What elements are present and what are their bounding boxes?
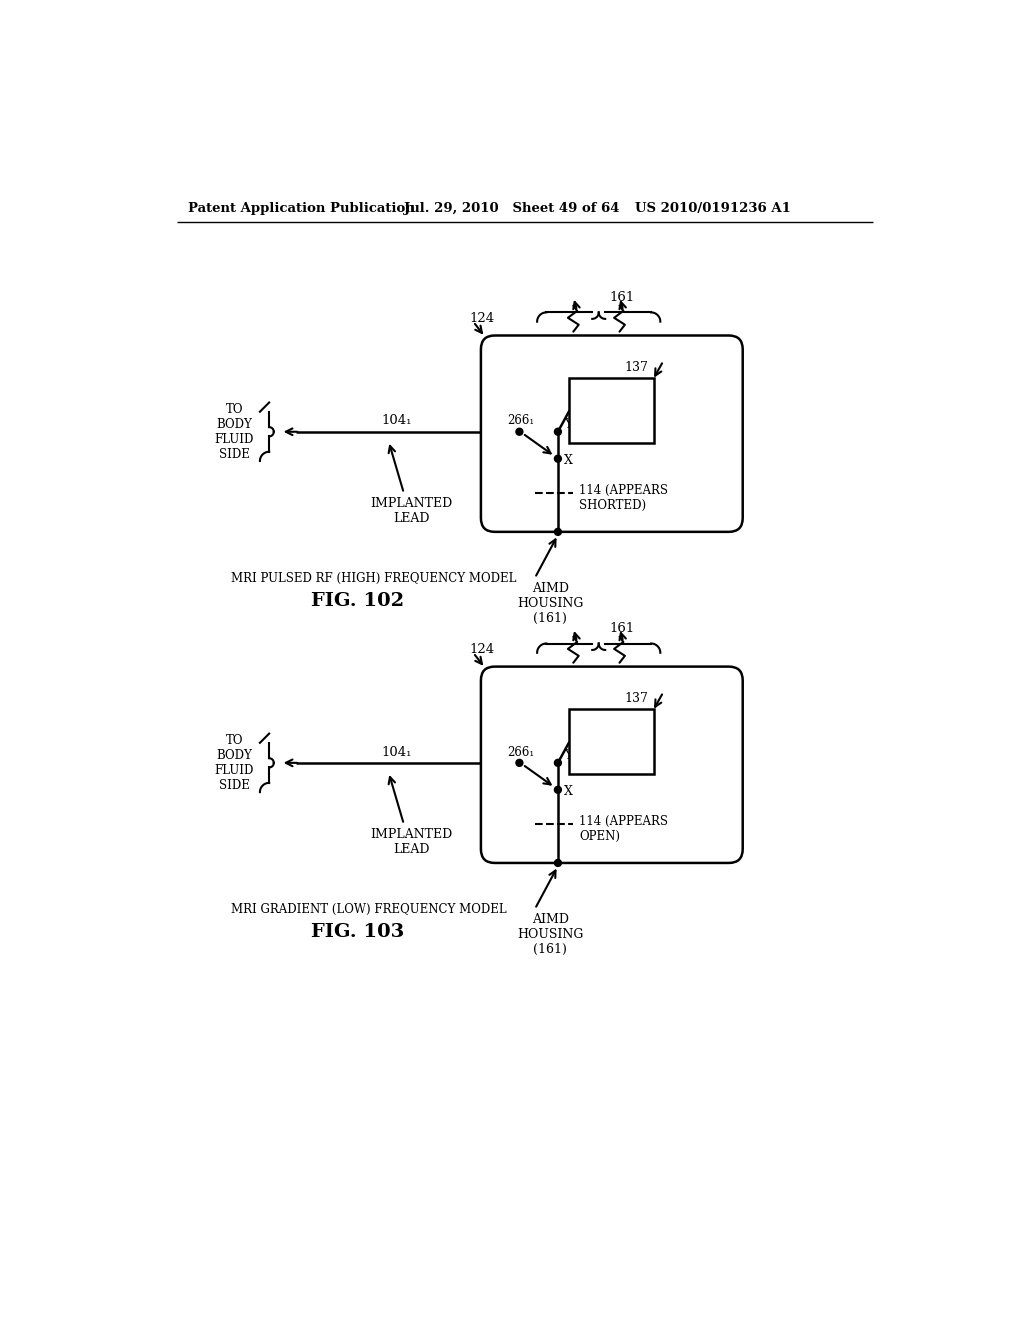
Circle shape xyxy=(554,528,561,536)
Circle shape xyxy=(516,759,523,767)
Text: X: X xyxy=(564,785,573,797)
Text: IMPLANTED
LEAD: IMPLANTED LEAD xyxy=(371,829,453,857)
Text: TO
BODY
FLUID
SIDE: TO BODY FLUID SIDE xyxy=(215,403,254,461)
Text: 104₁: 104₁ xyxy=(381,746,412,759)
Circle shape xyxy=(554,787,561,793)
Circle shape xyxy=(554,428,561,436)
Text: 161: 161 xyxy=(609,290,635,304)
Text: 124: 124 xyxy=(469,312,495,325)
Text: 266₁: 266₁ xyxy=(507,414,535,428)
Bar xyxy=(569,378,654,444)
Text: Y: Y xyxy=(564,417,572,430)
Circle shape xyxy=(554,859,561,866)
Circle shape xyxy=(516,428,523,436)
Text: AIMD
HOUSING
(161): AIMD HOUSING (161) xyxy=(517,582,584,624)
FancyBboxPatch shape xyxy=(481,667,742,863)
Text: Patent Application Publication: Patent Application Publication xyxy=(188,202,415,215)
Text: IMPLANTED
LEAD: IMPLANTED LEAD xyxy=(371,498,453,525)
Text: MRI PULSED RF (HIGH) FREQUENCY MODEL: MRI PULSED RF (HIGH) FREQUENCY MODEL xyxy=(230,572,516,585)
Text: 137: 137 xyxy=(624,360,648,374)
Text: 124: 124 xyxy=(469,643,495,656)
Circle shape xyxy=(554,455,561,462)
Text: US 2010/0191236 A1: US 2010/0191236 A1 xyxy=(635,202,791,215)
Text: Y: Y xyxy=(564,748,572,762)
Text: 137: 137 xyxy=(624,692,648,705)
FancyBboxPatch shape xyxy=(481,335,742,532)
Text: AIMD
HOUSING
(161): AIMD HOUSING (161) xyxy=(517,913,584,956)
Text: TO
BODY
FLUID
SIDE: TO BODY FLUID SIDE xyxy=(215,734,254,792)
Text: 114 (APPEARS
SHORTED): 114 (APPEARS SHORTED) xyxy=(580,484,669,512)
Text: X: X xyxy=(564,454,573,467)
Text: MRI GRADIENT (LOW) FREQUENCY MODEL: MRI GRADIENT (LOW) FREQUENCY MODEL xyxy=(230,903,506,916)
Text: Jul. 29, 2010   Sheet 49 of 64: Jul. 29, 2010 Sheet 49 of 64 xyxy=(403,202,620,215)
Text: 161: 161 xyxy=(609,622,635,635)
Circle shape xyxy=(554,759,561,767)
Text: 104₁: 104₁ xyxy=(381,414,412,428)
Text: 266₁: 266₁ xyxy=(507,746,535,759)
Text: 114 (APPEARS
OPEN): 114 (APPEARS OPEN) xyxy=(580,814,669,843)
Bar xyxy=(569,709,654,775)
Text: FIG. 102: FIG. 102 xyxy=(311,593,404,610)
Text: FIG. 103: FIG. 103 xyxy=(311,923,404,941)
